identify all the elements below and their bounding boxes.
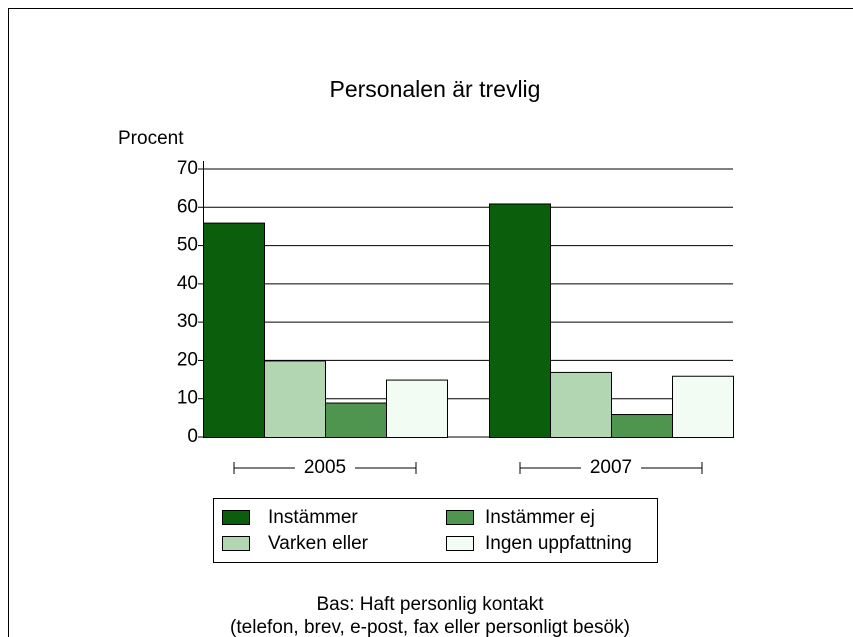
x-tick-label: 2007 <box>590 457 632 478</box>
legend-label: Instämmer <box>268 507 358 528</box>
bar <box>672 375 734 438</box>
chart-title: Personalen är trevlig <box>330 76 541 102</box>
y-tick-label: 0 <box>187 426 198 447</box>
bar <box>203 222 265 438</box>
y-tick-label: 70 <box>177 158 198 179</box>
note: Bas: Haft personlig kontakt <box>316 594 544 615</box>
bar <box>489 203 551 438</box>
y-tick-label: 10 <box>177 388 198 409</box>
bar <box>386 379 448 439</box>
bar <box>550 371 612 438</box>
bar <box>325 402 387 438</box>
legend-swatch <box>446 510 474 525</box>
y-tick-label: 60 <box>177 196 198 217</box>
frame <box>8 8 853 637</box>
legend-label: Instämmer ej <box>485 507 595 528</box>
legend-swatch <box>446 536 474 551</box>
legend-box <box>213 498 658 563</box>
bar <box>611 414 673 438</box>
legend-swatch <box>222 510 250 525</box>
y-tick-label: 20 <box>177 349 198 370</box>
legend-label: Varken eller <box>268 533 369 554</box>
legend-label: Ingen uppfattning <box>485 533 632 554</box>
note: (telefon, brev, e-post, fax eller person… <box>230 617 630 637</box>
y-tick-label: 50 <box>177 235 198 256</box>
x-tick-label: 2005 <box>304 457 346 478</box>
y-axis-label: Procent <box>118 128 184 149</box>
legend-swatch <box>222 536 250 551</box>
y-tick-label: 40 <box>177 273 198 294</box>
bar <box>264 360 326 438</box>
y-tick-label: 30 <box>177 311 198 332</box>
